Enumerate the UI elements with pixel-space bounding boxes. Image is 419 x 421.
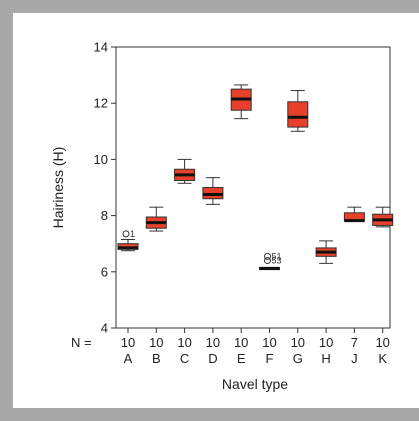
category-label-C: C xyxy=(180,351,189,366)
n-count-D: 10 xyxy=(206,335,220,350)
plot-area-border xyxy=(115,46,391,329)
y-axis-title: Hairiness (H) xyxy=(50,147,66,229)
n-count-G: 10 xyxy=(291,335,305,350)
outlier-marker xyxy=(264,252,271,260)
outlier-label: 1 xyxy=(130,229,135,239)
y-tick-label: 8 xyxy=(101,208,108,223)
n-count-K: 10 xyxy=(375,335,389,350)
outlier-marker xyxy=(122,230,130,238)
y-tick-label: 10 xyxy=(94,152,108,167)
n-count-A: 10 xyxy=(121,335,135,350)
n-count-B: 10 xyxy=(149,335,163,350)
n-count-E: 10 xyxy=(234,335,248,350)
outlier-marker xyxy=(264,257,271,265)
outlier-label: 51 xyxy=(272,251,282,261)
y-tick-label: 4 xyxy=(101,321,108,336)
category-label-G: G xyxy=(293,351,303,366)
n-count-F: 10 xyxy=(262,335,276,350)
y-tick-label: 14 xyxy=(94,40,108,55)
category-label-B: B xyxy=(152,351,161,366)
category-label-K: K xyxy=(378,351,387,366)
n-prefix-label: N = xyxy=(71,335,92,350)
y-tick-label: 6 xyxy=(101,264,108,279)
category-label-F: F xyxy=(266,351,274,366)
category-label-J: J xyxy=(351,351,358,366)
box-G xyxy=(287,101,309,128)
outlier-label: 53 xyxy=(272,256,282,266)
n-count-H: 10 xyxy=(319,335,333,350)
n-count-C: 10 xyxy=(177,335,191,350)
x-axis-title: Navel type xyxy=(222,376,288,392)
category-label-H: H xyxy=(321,351,330,366)
n-count-J: 7 xyxy=(351,335,358,350)
category-label-E: E xyxy=(237,351,246,366)
category-label-A: A xyxy=(124,351,133,366)
chart-panel: 4 6 8 10 12 14 Hairiness (H) N = 1 10 A 10 B 10 C 10 D 10… xyxy=(13,13,419,408)
y-tick-label: 12 xyxy=(94,96,108,111)
category-label-D: D xyxy=(208,351,217,366)
